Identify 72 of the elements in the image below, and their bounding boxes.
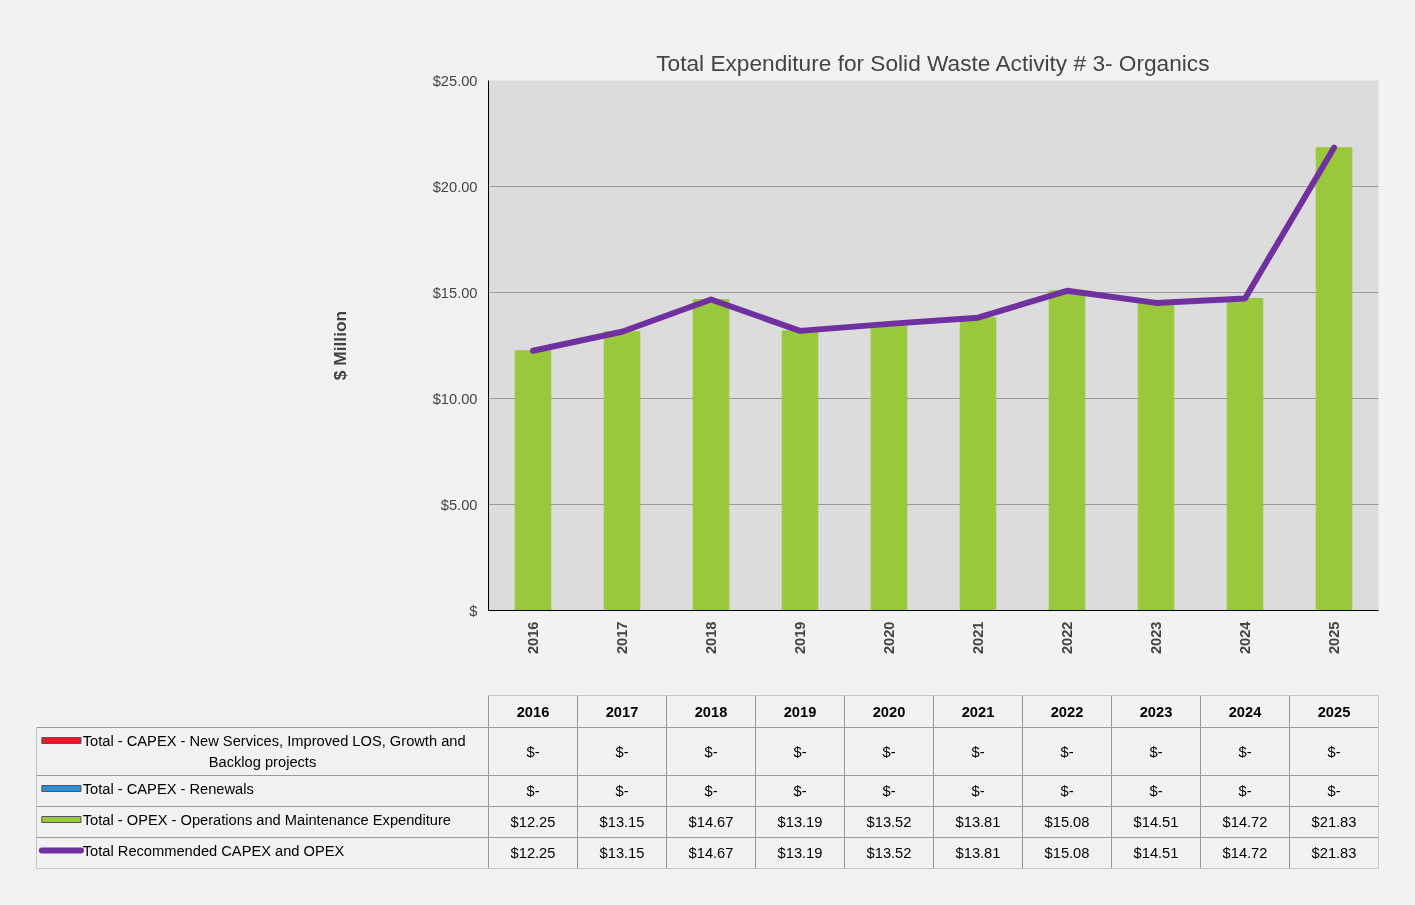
y-tick-label: $15.00: [432, 284, 478, 301]
data-label: $13.15: [599, 814, 645, 830]
legend-label: Total Recommended CAPEX and OPEX: [82, 842, 345, 859]
data-label: $14.51: [1133, 814, 1179, 830]
chart-title: Total Expenditure for Solid Waste Activity # 3- Organics: [656, 49, 1210, 76]
category-label: 2017: [605, 703, 639, 720]
y-tick-label: $5.00: [440, 496, 478, 513]
data-label: $-: [1060, 783, 1074, 799]
data-label: $-: [1060, 743, 1074, 760]
x-tick-label: 2020: [881, 621, 897, 655]
legend-label: Total - CAPEX - Renewals: [82, 780, 254, 797]
data-label: $12.25: [510, 845, 556, 861]
data-label: $14.67: [688, 845, 734, 861]
category-label: 2021: [961, 703, 995, 720]
y-tick-label: $: [469, 602, 478, 619]
data-label: $14.72: [1222, 814, 1268, 830]
data-label: $21.83: [1311, 814, 1357, 830]
legend-label: Total - CAPEX - New Services, Improved LOS, Growth and Backlog projects: [82, 732, 466, 770]
data-label: $-: [526, 743, 540, 760]
data-label: $12.25: [510, 814, 556, 830]
x-tick-label: 2022: [1059, 621, 1075, 655]
data-label: $-: [1149, 743, 1163, 760]
data-label: $-: [1238, 743, 1252, 760]
legend-label: Total - OPEX - Operations and Maintenance Expenditure: [82, 811, 452, 828]
data-label: $13.15: [599, 845, 645, 861]
data-label: $-: [704, 743, 718, 760]
data-label: $-: [615, 783, 629, 799]
category-label: 2023: [1139, 703, 1173, 720]
x-tick-label: 2018: [703, 621, 719, 655]
data-label: $-: [793, 783, 807, 799]
category-label: 2020: [872, 703, 906, 720]
x-tick-label: 2017: [614, 621, 630, 655]
data-label: $13.19: [777, 845, 823, 861]
data-label: $-: [1149, 783, 1163, 799]
data-label: $-: [1238, 783, 1252, 799]
data-label: $13.81: [955, 814, 1001, 830]
x-tick-label: 2025: [1326, 621, 1342, 655]
x-tick-label: 2023: [1148, 621, 1164, 655]
data-label: $-: [526, 783, 540, 799]
category-label: 2019: [783, 703, 817, 720]
data-label: $-: [704, 783, 718, 799]
data-label: $14.72: [1222, 845, 1268, 861]
y-axis-title: $ Million: [329, 310, 350, 381]
x-tick-label: 2024: [1237, 620, 1253, 655]
data-label: $-: [971, 743, 985, 760]
data-label: $14.51: [1133, 845, 1179, 861]
y-tick-label: $20.00: [432, 178, 478, 195]
category-label: 2025: [1317, 703, 1351, 720]
data-label: $-: [971, 783, 985, 799]
data-label: $14.67: [688, 814, 734, 830]
y-tick-label: $10.00: [432, 390, 478, 407]
data-label: $13.52: [866, 845, 912, 861]
x-tick-label: 2016: [525, 621, 541, 655]
data-label: $-: [793, 743, 807, 760]
category-label: 2018: [694, 703, 728, 720]
category-label: 2024: [1228, 703, 1262, 720]
data-label: $-: [882, 783, 896, 799]
data-label: $-: [882, 743, 896, 760]
x-tick-label: 2021: [970, 621, 986, 655]
data-label: $15.08: [1044, 845, 1090, 861]
data-label: $-: [1327, 743, 1341, 760]
data-label: $15.08: [1044, 814, 1090, 830]
data-label: $13.81: [955, 845, 1001, 861]
data-label: $-: [1327, 783, 1341, 799]
data-label: $-: [615, 743, 629, 760]
category-label: 2016: [516, 703, 550, 720]
y-tick-label: $25.00: [432, 72, 478, 89]
data-label: $13.52: [866, 814, 912, 830]
data-label: $13.19: [777, 814, 823, 830]
category-label: 2022: [1050, 703, 1084, 720]
x-tick-label: 2019: [792, 621, 808, 655]
data-label: $21.83: [1311, 845, 1357, 861]
